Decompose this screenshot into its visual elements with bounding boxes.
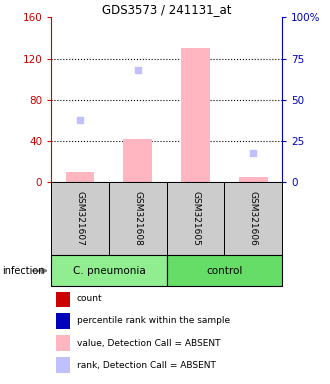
Bar — [56, 335, 70, 351]
Bar — [167, 182, 224, 255]
Bar — [181, 48, 210, 182]
Point — [77, 117, 82, 123]
Bar — [123, 139, 152, 182]
Bar — [56, 291, 70, 307]
Text: GSM321608: GSM321608 — [133, 192, 142, 246]
Text: rank, Detection Call = ABSENT: rank, Detection Call = ABSENT — [77, 361, 215, 370]
Text: C. pneumonia: C. pneumonia — [73, 266, 145, 276]
Point — [135, 67, 140, 73]
Text: GSM321606: GSM321606 — [249, 192, 258, 246]
Bar — [224, 182, 282, 255]
Text: control: control — [206, 266, 243, 276]
Bar — [56, 357, 70, 373]
Bar — [56, 313, 70, 329]
Bar — [51, 255, 167, 286]
Text: percentile rank within the sample: percentile rank within the sample — [77, 316, 230, 326]
Bar — [51, 182, 109, 255]
Bar — [167, 255, 282, 286]
Bar — [239, 177, 268, 182]
Text: value, Detection Call = ABSENT: value, Detection Call = ABSENT — [77, 339, 220, 348]
Text: infection: infection — [2, 266, 44, 276]
Point — [251, 150, 256, 156]
Text: GSM321605: GSM321605 — [191, 192, 200, 246]
Bar — [109, 182, 167, 255]
Bar — [66, 172, 94, 182]
Title: GDS3573 / 241131_at: GDS3573 / 241131_at — [102, 3, 231, 16]
Text: count: count — [77, 295, 102, 303]
Text: GSM321607: GSM321607 — [76, 192, 84, 246]
